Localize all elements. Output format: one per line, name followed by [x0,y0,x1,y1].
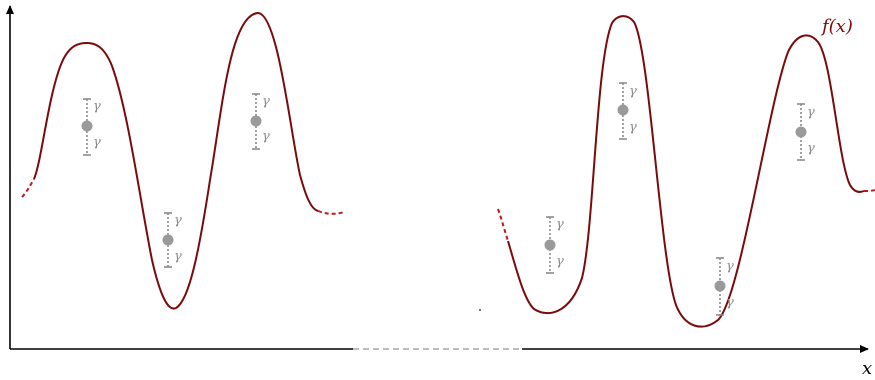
gamma-label-upper: γ [556,217,564,232]
data-point-7: γ γ [795,103,815,161]
gamma-label-upper: γ [174,213,182,228]
data-point-marker [795,126,807,138]
data-point-1: γ γ [81,98,101,156]
data-point-marker [162,234,174,246]
curve-left-line [33,11,319,310]
gamma-label-lower: γ [629,120,637,135]
data-point-marker [544,239,556,251]
data-point-2: γ γ [162,212,182,268]
curve-right-line [507,15,865,328]
axes [5,5,869,353]
data-point-5: γ γ [617,82,637,140]
curve-left-dash-start [21,178,35,198]
gamma-label-lower: γ [93,135,101,150]
gamma-label-upper: γ [629,84,637,99]
gamma-label-upper: γ [93,99,101,114]
gamma-label-lower: γ [262,129,270,144]
data-point-marker [250,115,262,127]
data-point-marker [81,120,93,132]
curve-right-dash-start [497,208,509,242]
data-point-4: γ γ [544,216,564,274]
function-label: f(x) [820,16,853,37]
data-point-marker [617,104,629,116]
data-point-marker [714,280,726,292]
gamma-label-lower: γ [807,141,815,156]
gamma-label-upper: γ [807,105,815,120]
data-point-6: γ γ [714,257,734,316]
x-axis-label: x [862,358,872,379]
gamma-label-lower: γ [556,254,564,269]
curve-right-dash-end [863,189,875,192]
gamma-label-upper: γ [726,259,734,274]
curve-right [497,15,875,328]
gamma-label-upper: γ [262,94,270,109]
curve-left [21,11,345,310]
gamma-label-lower: γ [174,249,182,264]
stray-dot [479,309,481,311]
gamma-label-lower: γ [726,295,734,310]
data-point-3: γ γ [250,93,270,150]
curve-left-dash-end [317,210,345,215]
